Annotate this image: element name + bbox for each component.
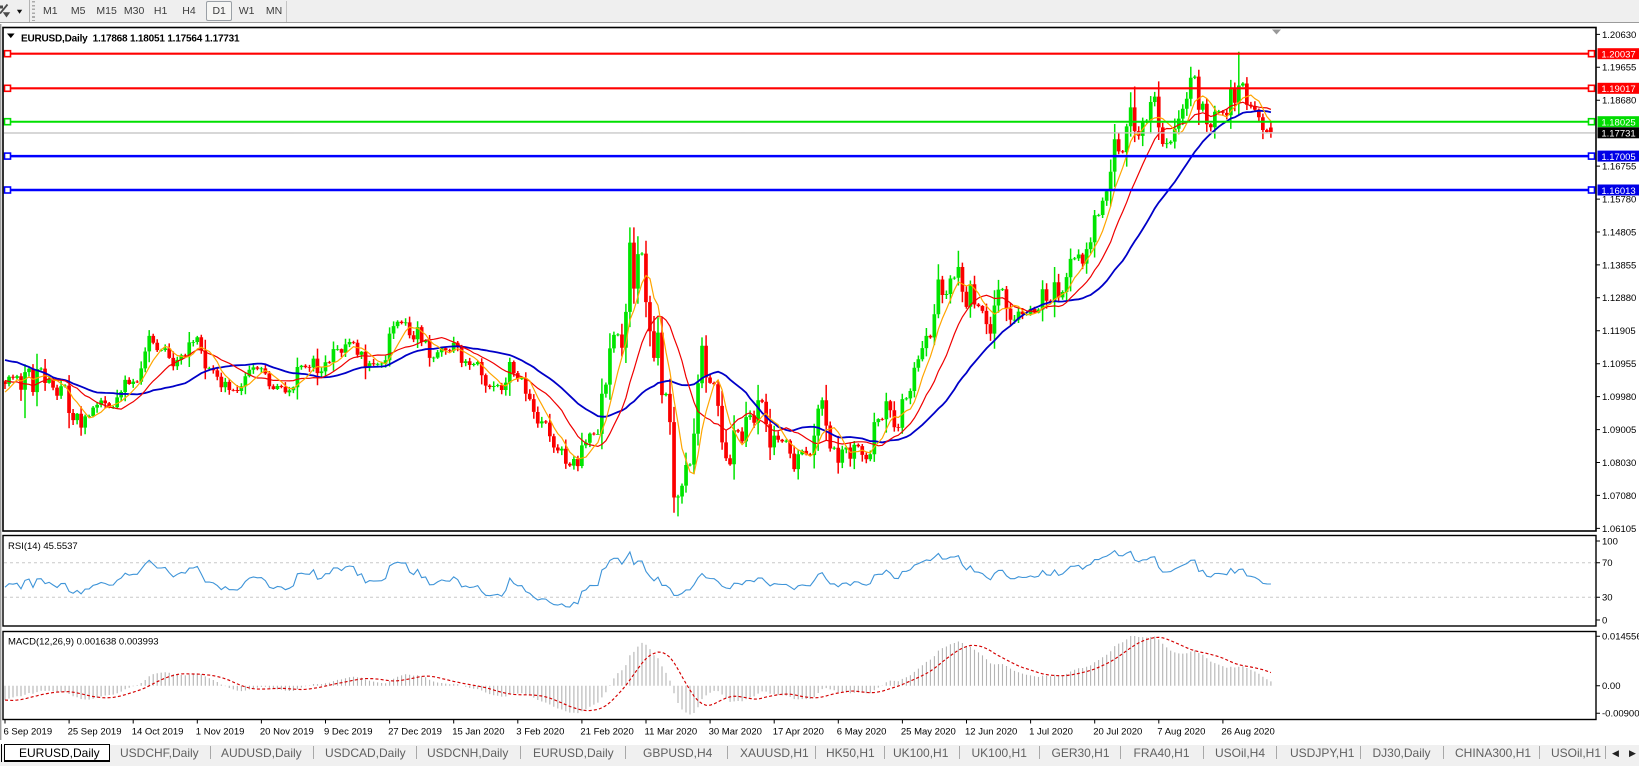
svg-text:0: 0 — [1602, 615, 1607, 626]
svg-text:25 Sep 2019: 25 Sep 2019 — [68, 727, 122, 738]
svg-text:-0.009001: -0.009001 — [1602, 709, 1639, 720]
svg-text:1.18025: 1.18025 — [1601, 118, 1635, 129]
svg-text:17 Apr 2020: 17 Apr 2020 — [773, 727, 824, 738]
svg-text:1.10955: 1.10955 — [1602, 359, 1636, 370]
svg-text:RSI(14) 45.5537: RSI(14) 45.5537 — [8, 541, 78, 552]
svg-text:1.15780: 1.15780 — [1602, 195, 1636, 206]
svg-text:11 Mar 2020: 11 Mar 2020 — [645, 727, 698, 738]
svg-text:MACD(12,26,9) 0.001638 0.00399: MACD(12,26,9) 0.001638 0.003993 — [8, 637, 159, 648]
svg-text:1.17005: 1.17005 — [1601, 152, 1635, 163]
svg-text:1.13855: 1.13855 — [1602, 260, 1636, 271]
svg-text:1.16755: 1.16755 — [1602, 162, 1636, 173]
svg-text:6 May 2020: 6 May 2020 — [837, 727, 887, 738]
svg-text:0.00: 0.00 — [1602, 681, 1621, 692]
svg-text:100: 100 — [1602, 536, 1618, 547]
svg-text:EURUSD,Daily 1.17868 1.18051: EURUSD,Daily 1.17868 1.18051 1.17564 1.1… — [21, 34, 240, 45]
svg-text:1.19017: 1.19017 — [1601, 84, 1635, 95]
svg-text:1.06105: 1.06105 — [1602, 524, 1636, 535]
svg-text:26 Aug 2020: 26 Aug 2020 — [1221, 727, 1274, 738]
svg-text:70: 70 — [1602, 558, 1613, 569]
svg-text:25 May 2020: 25 May 2020 — [901, 727, 956, 738]
svg-text:1.20630: 1.20630 — [1602, 30, 1636, 41]
svg-text:15 Jan 2020: 15 Jan 2020 — [452, 727, 504, 738]
svg-text:1.09005: 1.09005 — [1602, 425, 1636, 436]
svg-text:14 Oct 2019: 14 Oct 2019 — [132, 727, 184, 738]
svg-text:30 Mar 2020: 30 Mar 2020 — [709, 727, 762, 738]
svg-text:21 Feb 2020: 21 Feb 2020 — [580, 727, 633, 738]
svg-text:1 Nov 2019: 1 Nov 2019 — [196, 727, 245, 738]
svg-text:1.20037: 1.20037 — [1601, 50, 1635, 61]
svg-text:7 Aug 2020: 7 Aug 2020 — [1157, 727, 1205, 738]
svg-text:1.16013: 1.16013 — [1601, 186, 1635, 197]
svg-text:1.09980: 1.09980 — [1602, 392, 1636, 403]
svg-text:1.17731: 1.17731 — [1601, 129, 1635, 140]
svg-text:30: 30 — [1602, 593, 1613, 604]
svg-text:9 Dec 2019: 9 Dec 2019 — [324, 727, 373, 738]
svg-text:1.08030: 1.08030 — [1602, 458, 1636, 469]
svg-text:1.07080: 1.07080 — [1602, 491, 1636, 502]
svg-text:1.18680: 1.18680 — [1602, 96, 1636, 107]
svg-text:1.19655: 1.19655 — [1602, 63, 1636, 74]
svg-text:27 Dec 2019: 27 Dec 2019 — [388, 727, 442, 738]
svg-text:1.11905: 1.11905 — [1602, 326, 1636, 337]
svg-text:1.12880: 1.12880 — [1602, 293, 1636, 304]
svg-text:6 Sep 2019: 6 Sep 2019 — [4, 727, 53, 738]
svg-text:12 Jun 2020: 12 Jun 2020 — [965, 727, 1017, 738]
svg-text:1 Jul 2020: 1 Jul 2020 — [1029, 727, 1073, 738]
svg-text:1.14805: 1.14805 — [1602, 227, 1636, 238]
svg-text:20 Jul 2020: 20 Jul 2020 — [1093, 727, 1142, 738]
svg-text:20 Nov 2019: 20 Nov 2019 — [260, 727, 314, 738]
svg-text:3 Feb 2020: 3 Feb 2020 — [516, 727, 564, 738]
svg-text:0.014556: 0.014556 — [1602, 632, 1639, 643]
